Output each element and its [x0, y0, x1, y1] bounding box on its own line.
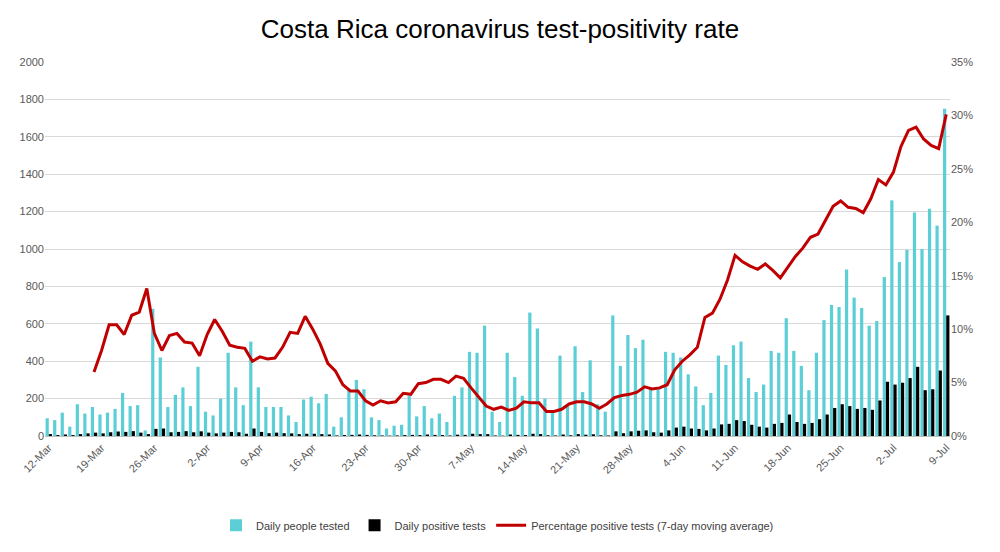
svg-text:Percentage positive tests (7-d: Percentage positive tests (7-day moving …	[531, 520, 773, 532]
svg-text:1000: 1000	[20, 243, 44, 255]
svg-text:19-Mar: 19-Mar	[74, 441, 107, 474]
svg-text:200: 200	[26, 392, 44, 404]
svg-text:15%: 15%	[951, 270, 973, 282]
svg-text:2000: 2000	[20, 56, 44, 68]
svg-text:30-Apr: 30-Apr	[392, 441, 424, 473]
svg-text:2-Apr: 2-Apr	[185, 441, 213, 469]
svg-text:2-Jul: 2-Jul	[873, 442, 898, 467]
svg-text:800: 800	[26, 280, 44, 292]
svg-text:23-Apr: 23-Apr	[339, 441, 371, 473]
svg-text:Daily positive tests: Daily positive tests	[395, 520, 487, 532]
svg-text:14-May: 14-May	[495, 441, 530, 476]
svg-text:12-Mar: 12-Mar	[21, 441, 54, 474]
svg-text:400: 400	[26, 355, 44, 367]
svg-text:5%: 5%	[951, 376, 967, 388]
svg-text:9-Apr: 9-Apr	[238, 441, 266, 469]
svg-text:25-Jun: 25-Jun	[814, 442, 846, 474]
svg-text:0%: 0%	[951, 430, 967, 442]
svg-text:1600: 1600	[20, 131, 44, 143]
svg-text:9-Jul: 9-Jul	[926, 442, 951, 467]
svg-text:11-Jun: 11-Jun	[709, 442, 741, 474]
svg-text:10%: 10%	[951, 323, 973, 335]
svg-text:26-Mar: 26-Mar	[127, 441, 160, 474]
svg-text:28-May: 28-May	[600, 441, 635, 476]
svg-text:20%: 20%	[951, 216, 973, 228]
svg-text:35%: 35%	[951, 56, 973, 68]
svg-text:600: 600	[26, 318, 44, 330]
svg-text:30%: 30%	[951, 109, 973, 121]
svg-text:1200: 1200	[20, 205, 44, 217]
svg-text:18-Jun: 18-Jun	[761, 442, 793, 474]
svg-text:7-May: 7-May	[446, 441, 476, 471]
svg-text:16-Apr: 16-Apr	[286, 441, 318, 473]
svg-text:4-Jun: 4-Jun	[660, 442, 688, 470]
svg-text:25%: 25%	[951, 163, 973, 175]
svg-text:21-May: 21-May	[548, 441, 583, 476]
svg-text:1400: 1400	[20, 168, 44, 180]
svg-text:Costa Rica coronavirus test-po: Costa Rica coronavirus test-positivity r…	[261, 14, 739, 44]
svg-text:Daily people tested: Daily people tested	[256, 520, 350, 532]
svg-text:0: 0	[38, 430, 44, 442]
svg-text:1800: 1800	[20, 93, 44, 105]
